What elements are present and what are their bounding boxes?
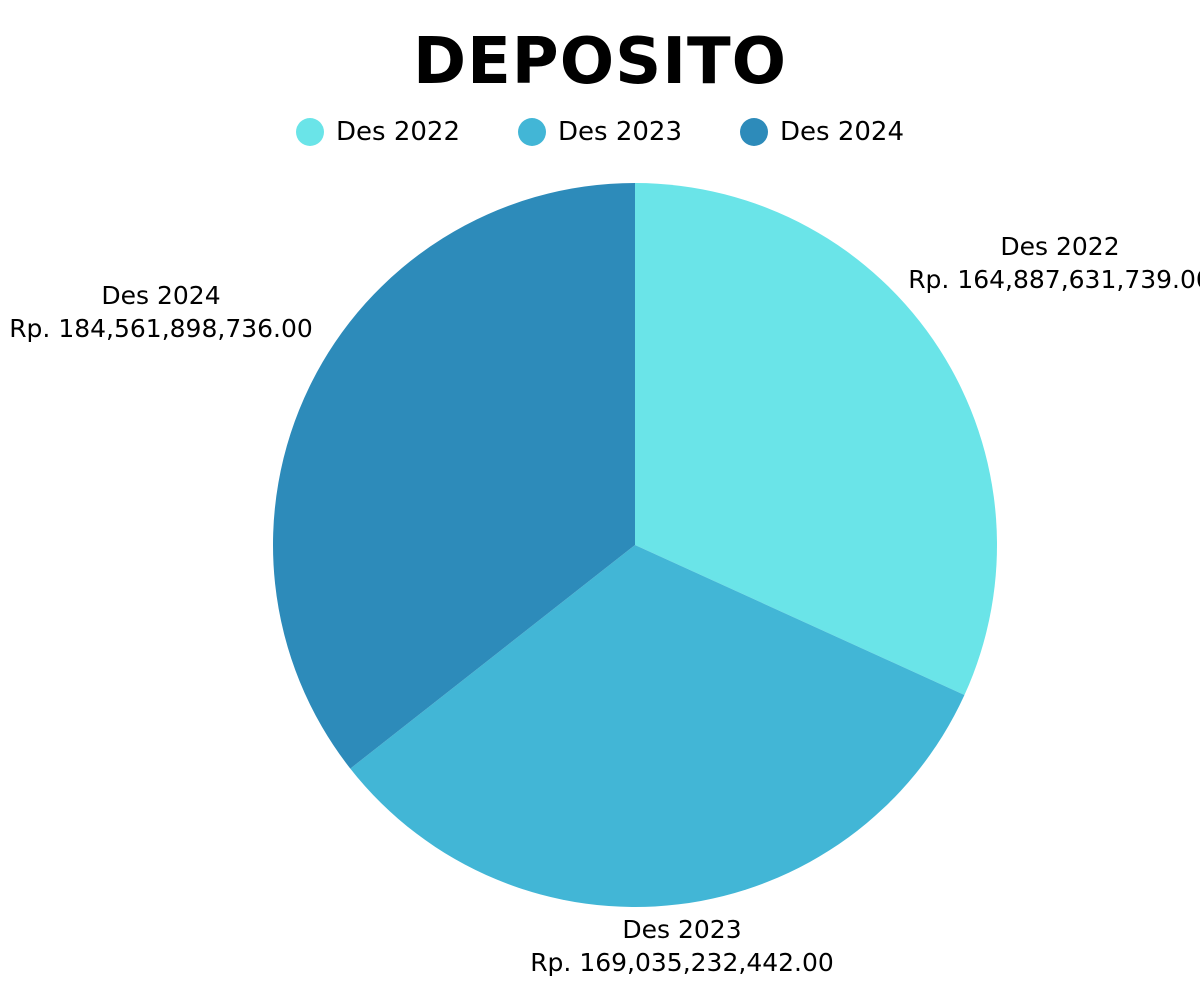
legend-swatch-des-2023 — [518, 118, 546, 146]
legend-swatch-des-2022 — [296, 118, 324, 146]
legend-item-des-2022: Des 2022 — [296, 116, 460, 148]
slice-label-des-2022: Des 2022 Rp. 164,887,631,739.00 — [900, 230, 1200, 296]
slice-label-des-2023: Des 2023 Rp. 169,035,232,442.00 — [502, 913, 862, 979]
legend-swatch-des-2024 — [740, 118, 768, 146]
slice-label-value: Rp. 184,561,898,736.00 — [9, 314, 313, 343]
slice-label-value: Rp. 169,035,232,442.00 — [530, 948, 834, 977]
slice-label-category: Des 2024 — [101, 281, 221, 310]
slice-label-category: Des 2023 — [622, 915, 742, 944]
legend-label-des-2023: Des 2023 — [558, 117, 682, 147]
slice-label-value: Rp. 164,887,631,739.00 — [908, 265, 1200, 294]
legend-item-des-2024: Des 2024 — [740, 116, 904, 148]
legend-label-des-2022: Des 2022 — [336, 117, 460, 147]
legend-item-des-2023: Des 2023 — [518, 116, 682, 148]
pie-slice-des-2024 — [272, 183, 635, 769]
chart-title: DEPOSITO — [412, 25, 788, 99]
legend-label-des-2024: Des 2024 — [780, 117, 904, 147]
slice-label-category: Des 2022 — [1000, 232, 1120, 261]
pie-slice-des-2023 — [350, 545, 965, 908]
chart-legend: Des 2022 Des 2023 Des 2024 — [0, 112, 1200, 152]
slice-label-des-2024: Des 2024 Rp. 184,561,898,736.00 — [0, 279, 322, 345]
pie-slice-des-2022 — [635, 183, 997, 696]
